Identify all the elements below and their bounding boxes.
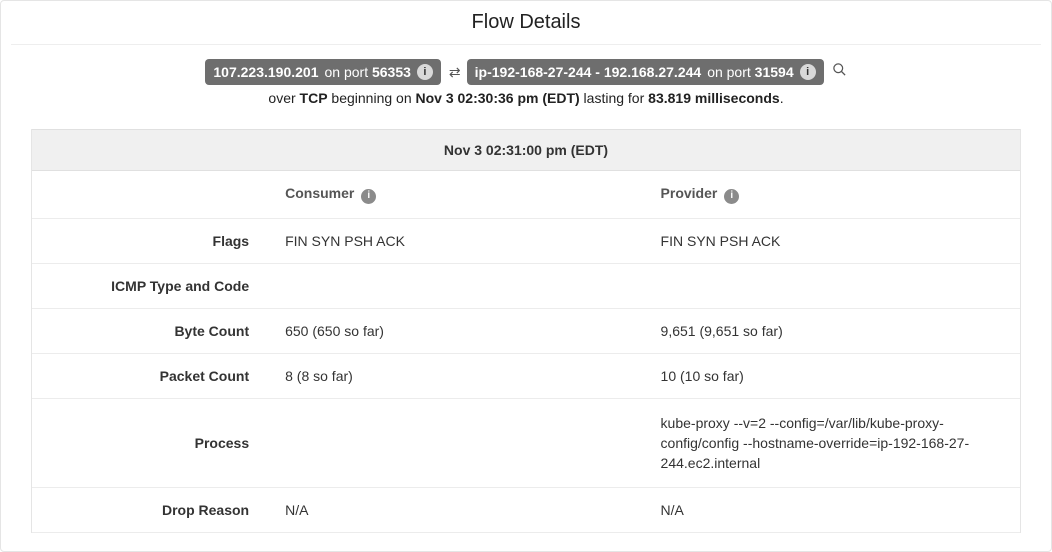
search-icon[interactable] — [832, 61, 847, 83]
dest-port-prefix: on port — [707, 64, 754, 80]
packets-provider: 10 (10 so far) — [645, 353, 1020, 398]
dest-host: ip-192-168-27-244 — [475, 64, 592, 80]
flow-table: Consumer i Provider i Flags FIN SYN PSH … — [32, 171, 1020, 533]
source-port: 56353 — [372, 64, 411, 80]
details-table: Nov 3 02:31:00 pm (EDT) Consumer i Provi… — [31, 129, 1021, 533]
flags-consumer: FIN SYN PSH ACK — [269, 218, 644, 263]
table-row: Packet Count 8 (8 so far) 10 (10 so far) — [32, 353, 1020, 398]
lasting-text: lasting for — [580, 90, 648, 106]
consumer-header: Consumer i — [269, 171, 644, 218]
row-label: Packet Count — [32, 353, 269, 398]
consumer-label: Consumer — [285, 185, 354, 201]
protocol: TCP — [300, 90, 328, 106]
source-ip: 107.223.190.201 — [213, 61, 318, 83]
row-label: Drop Reason — [32, 487, 269, 532]
table-header-row: Consumer i Provider i — [32, 171, 1020, 218]
over-text: over — [268, 90, 299, 106]
icmp-provider — [645, 263, 1020, 308]
dest-endpoint-badge[interactable]: ip-192-168-27-244 - 192.168.27.244 on po… — [467, 59, 824, 85]
divider — [11, 44, 1041, 45]
source-port-prefix: on port — [325, 64, 372, 80]
bytes-provider: 9,651 (9,651 so far) — [645, 308, 1020, 353]
info-icon[interactable]: i — [361, 189, 376, 204]
process-provider: kube-proxy --v=2 --config=/var/lib/kube-… — [645, 398, 1020, 487]
panel-title: Flow Details — [1, 1, 1051, 44]
row-label: ICMP Type and Code — [32, 263, 269, 308]
dest-ip: 192.168.27.244 — [604, 64, 701, 80]
swap-icon[interactable]: ⇄ — [449, 61, 459, 83]
row-label: Flags — [32, 218, 269, 263]
timestamp-header: Nov 3 02:31:00 pm (EDT) — [32, 129, 1020, 171]
duration: 83.819 milliseconds — [648, 90, 780, 106]
table-row: ICMP Type and Code — [32, 263, 1020, 308]
summary-line-2: over TCP beginning on Nov 3 02:30:36 pm … — [1, 87, 1051, 109]
process-consumer — [269, 398, 644, 487]
info-icon[interactable]: i — [800, 64, 816, 80]
table-row: Byte Count 650 (650 so far) 9,651 (9,651… — [32, 308, 1020, 353]
icmp-consumer — [269, 263, 644, 308]
drop-provider: N/A — [645, 487, 1020, 532]
info-icon[interactable]: i — [417, 64, 433, 80]
provider-label: Provider — [661, 185, 718, 201]
table-row: Flags FIN SYN PSH ACK FIN SYN PSH ACK — [32, 218, 1020, 263]
bytes-consumer: 650 (650 so far) — [269, 308, 644, 353]
info-icon[interactable]: i — [724, 189, 739, 204]
flow-details-panel: Flow Details 107.223.190.201 on port 563… — [0, 0, 1052, 552]
source-endpoint-badge[interactable]: 107.223.190.201 on port 56353 i — [205, 59, 441, 85]
period: . — [780, 90, 784, 106]
begin-text: beginning on — [328, 90, 416, 106]
flow-summary: 107.223.190.201 on port 56353 i ⇄ ip-192… — [1, 57, 1051, 123]
row-label: Process — [32, 398, 269, 487]
drop-consumer: N/A — [269, 487, 644, 532]
dest-port: 31594 — [755, 64, 794, 80]
row-label: Byte Count — [32, 308, 269, 353]
table-row: Drop Reason N/A N/A — [32, 487, 1020, 532]
provider-header: Provider i — [645, 171, 1020, 218]
table-row: Process kube-proxy --v=2 --config=/var/l… — [32, 398, 1020, 487]
dest-sep: - — [591, 64, 603, 80]
packets-consumer: 8 (8 so far) — [269, 353, 644, 398]
begin-time: Nov 3 02:30:36 pm (EDT) — [416, 90, 580, 106]
blank-header — [32, 171, 269, 218]
flags-provider: FIN SYN PSH ACK — [645, 218, 1020, 263]
summary-line-1: 107.223.190.201 on port 56353 i ⇄ ip-192… — [1, 59, 1051, 85]
